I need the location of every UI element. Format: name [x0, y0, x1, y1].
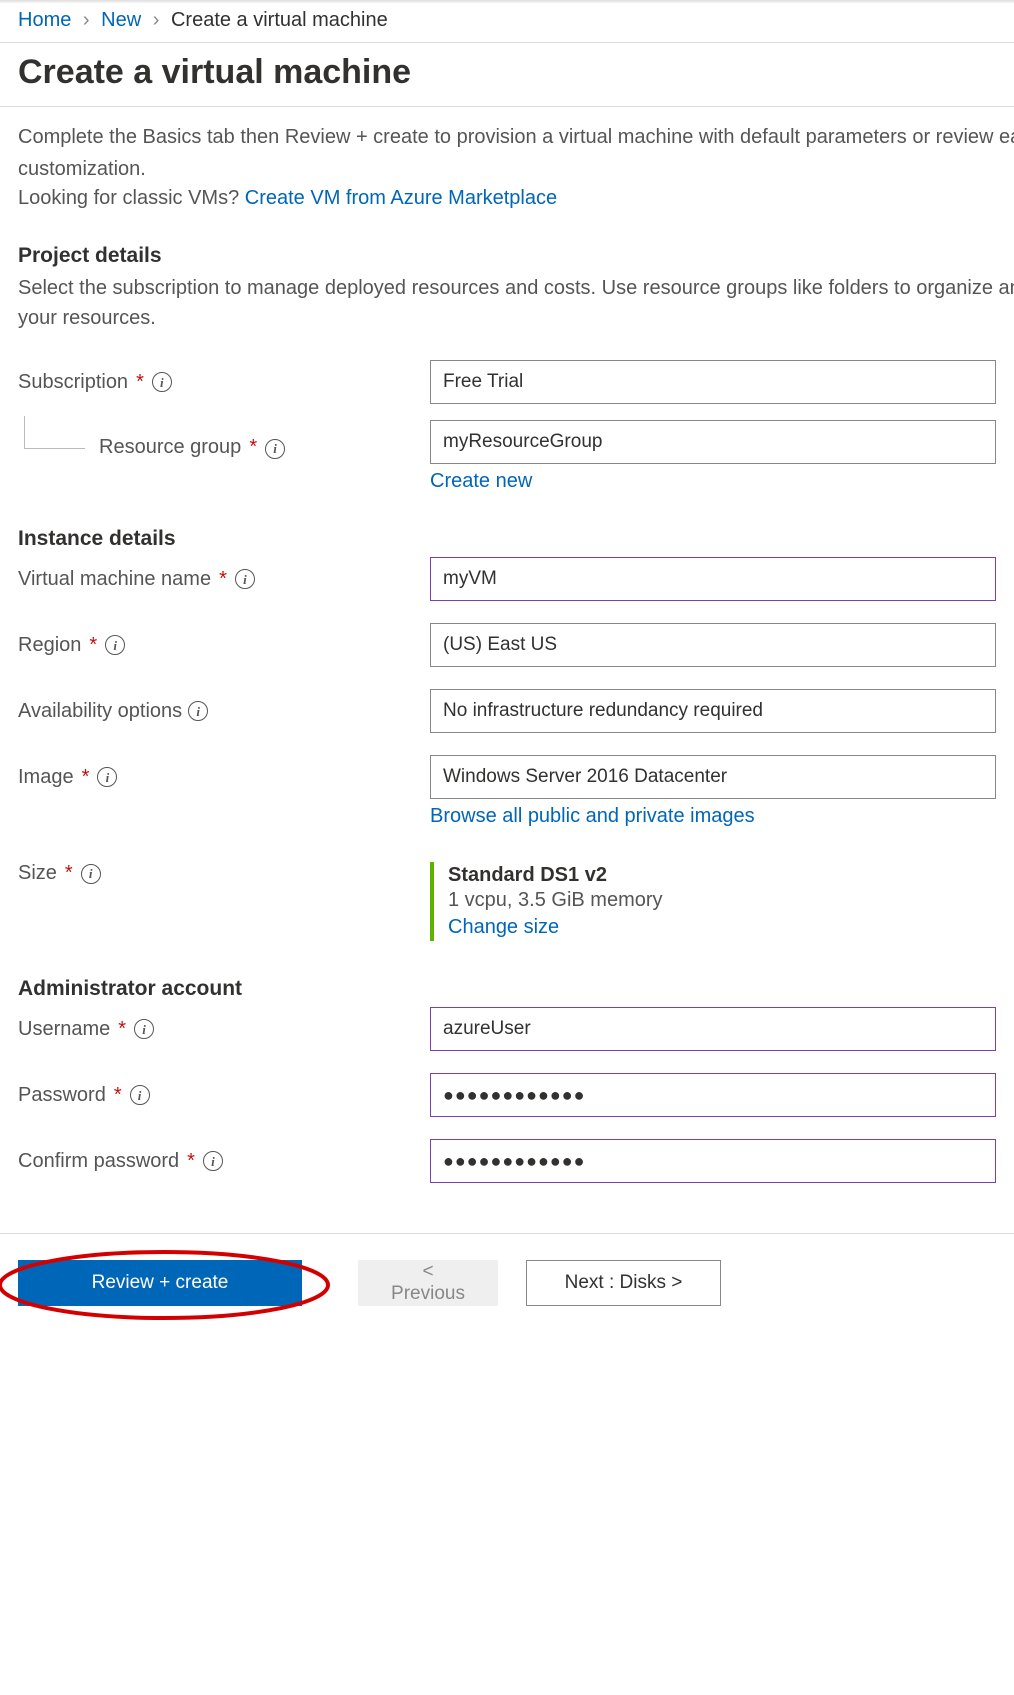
- label-availability: Availability options i: [18, 700, 430, 723]
- row-availability: Availability options i No infrastructure…: [18, 689, 996, 733]
- label-image-text: Image: [18, 766, 74, 789]
- intro-text-2: customization.: [18, 155, 996, 183]
- section-title-project: Project details: [18, 244, 996, 268]
- intro-text-1: Complete the Basics tab then Review + cr…: [18, 123, 996, 151]
- row-vm-name: Virtual machine name * i myVM: [18, 557, 996, 601]
- required-icon: *: [118, 1018, 126, 1041]
- previous-button[interactable]: < Previous: [358, 1260, 498, 1306]
- info-icon[interactable]: i: [265, 439, 285, 459]
- required-icon: *: [249, 436, 257, 459]
- required-icon: *: [219, 568, 227, 591]
- info-icon[interactable]: i: [81, 864, 101, 884]
- label-region-text: Region: [18, 634, 81, 657]
- tree-connector-icon: [24, 416, 85, 449]
- label-subscription-text: Subscription: [18, 371, 128, 394]
- availability-select[interactable]: No infrastructure redundancy required: [430, 689, 996, 733]
- footer-bar: Review + create < Previous Next : Disks …: [0, 1233, 1014, 1346]
- username-input[interactable]: azureUser: [430, 1007, 996, 1051]
- review-create-button[interactable]: Review + create: [18, 1260, 302, 1306]
- required-icon: *: [114, 1084, 122, 1107]
- required-icon: *: [89, 634, 97, 657]
- classic-vm-line: Looking for classic VMs? Create VM from …: [18, 187, 996, 210]
- chevron-icon: ›: [83, 9, 90, 31]
- breadcrumb: Home › New › Create a virtual machine: [0, 3, 1014, 43]
- row-resource-group: Resource group * i myResourceGroup: [18, 420, 996, 464]
- browse-images-row: Browse all public and private images: [430, 805, 996, 828]
- label-username: Username * i: [18, 1018, 430, 1041]
- info-icon[interactable]: i: [97, 767, 117, 787]
- row-size: Size * i Standard DS1 v2 1 vcpu, 3.5 GiB…: [18, 862, 996, 941]
- label-image: Image * i: [18, 766, 430, 789]
- browse-images-link[interactable]: Browse all public and private images: [430, 805, 755, 827]
- subscription-select[interactable]: Free Trial: [430, 360, 996, 404]
- required-icon: *: [187, 1150, 195, 1173]
- change-size-link[interactable]: Change size: [448, 916, 559, 939]
- size-box: Standard DS1 v2 1 vcpu, 3.5 GiB memory C…: [430, 862, 996, 941]
- info-icon[interactable]: i: [152, 372, 172, 392]
- row-username: Username * i azureUser: [18, 1007, 996, 1051]
- info-icon[interactable]: i: [203, 1151, 223, 1171]
- required-icon: *: [65, 862, 73, 885]
- image-select[interactable]: Windows Server 2016 Datacenter: [430, 755, 996, 799]
- password-input[interactable]: ●●●●●●●●●●●●: [430, 1073, 996, 1117]
- region-select[interactable]: (US) East US: [430, 623, 996, 667]
- info-icon[interactable]: i: [188, 701, 208, 721]
- info-icon[interactable]: i: [105, 635, 125, 655]
- info-icon[interactable]: i: [134, 1019, 154, 1039]
- section-desc-project-1: Select the subscription to manage deploy…: [18, 274, 996, 302]
- confirm-password-input[interactable]: ●●●●●●●●●●●●: [430, 1139, 996, 1183]
- label-subscription: Subscription * i: [18, 371, 430, 394]
- classic-vm-link[interactable]: Create VM from Azure Marketplace: [245, 187, 557, 209]
- form-content: Complete the Basics tab then Review + cr…: [0, 107, 1014, 1205]
- label-vm-name: Virtual machine name * i: [18, 568, 430, 591]
- label-size-text: Size: [18, 862, 57, 885]
- label-password-text: Password: [18, 1084, 106, 1107]
- resource-group-select[interactable]: myResourceGroup: [430, 420, 996, 464]
- breadcrumb-home[interactable]: Home: [18, 9, 71, 31]
- password-dots: ●●●●●●●●●●●●: [443, 1085, 585, 1106]
- size-title: Standard DS1 v2: [448, 864, 996, 887]
- vm-name-input[interactable]: myVM: [430, 557, 996, 601]
- info-icon[interactable]: i: [235, 569, 255, 589]
- row-subscription: Subscription * i Free Trial: [18, 360, 996, 404]
- create-new-link[interactable]: Create new: [430, 470, 532, 492]
- required-icon: *: [82, 766, 90, 789]
- label-vm-name-text: Virtual machine name: [18, 568, 211, 591]
- section-title-instance: Instance details: [18, 527, 996, 551]
- label-resource-group-text: Resource group: [99, 436, 241, 459]
- chevron-icon: ›: [153, 9, 160, 31]
- label-password: Password * i: [18, 1084, 430, 1107]
- section-title-admin: Administrator account: [18, 977, 996, 1001]
- section-desc-project-2: your resources.: [18, 304, 996, 332]
- breadcrumb-current: Create a virtual machine: [171, 9, 388, 31]
- size-sub: 1 vcpu, 3.5 GiB memory: [448, 889, 996, 912]
- label-size: Size * i: [18, 862, 430, 885]
- info-icon[interactable]: i: [130, 1085, 150, 1105]
- label-resource-group: Resource group * i: [18, 426, 430, 459]
- label-confirm-text: Confirm password: [18, 1150, 179, 1173]
- row-image: Image * i Windows Server 2016 Datacenter: [18, 755, 996, 799]
- row-password: Password * i ●●●●●●●●●●●●: [18, 1073, 996, 1117]
- next-disks-button[interactable]: Next : Disks >: [526, 1260, 721, 1306]
- label-username-text: Username: [18, 1018, 110, 1041]
- confirm-dots: ●●●●●●●●●●●●: [443, 1151, 585, 1172]
- required-icon: *: [136, 371, 144, 394]
- label-confirm-password: Confirm password * i: [18, 1150, 430, 1173]
- classic-vm-prefix: Looking for classic VMs?: [18, 187, 245, 209]
- create-new-row: Create new: [430, 470, 996, 493]
- label-region: Region * i: [18, 634, 430, 657]
- row-confirm-password: Confirm password * i ●●●●●●●●●●●●: [18, 1139, 996, 1183]
- page-title: Create a virtual machine: [0, 43, 1014, 107]
- label-availability-text: Availability options: [18, 700, 182, 723]
- breadcrumb-new[interactable]: New: [101, 9, 141, 31]
- row-region: Region * i (US) East US: [18, 623, 996, 667]
